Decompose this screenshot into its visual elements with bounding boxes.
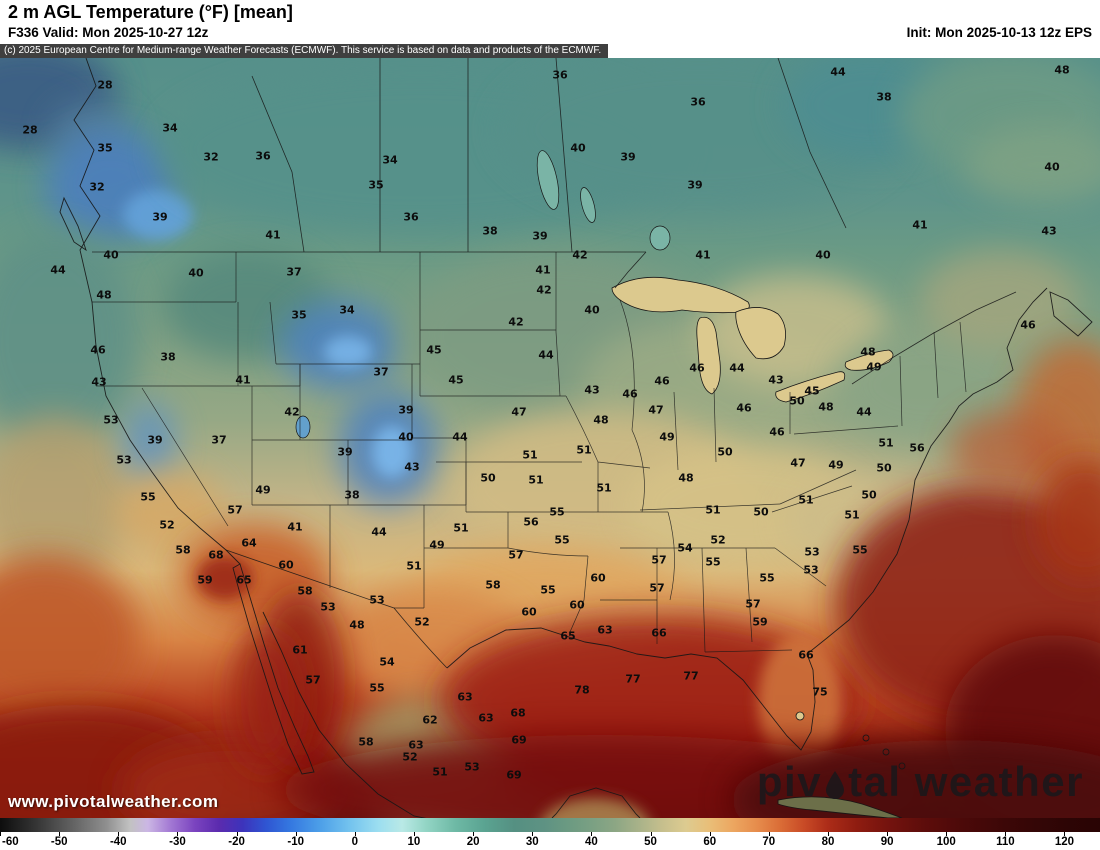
colorbar-gradient bbox=[0, 818, 1100, 832]
colorbar-notch bbox=[413, 832, 415, 836]
colorbar-tick-label: -30 bbox=[169, 836, 186, 848]
colorbar-tick-label: 120 bbox=[1054, 836, 1075, 848]
colorbar-notch bbox=[946, 832, 948, 836]
colorbar-notch bbox=[59, 832, 61, 836]
colorbar-notch bbox=[827, 832, 829, 836]
colorbar-tick-label: -60 bbox=[2, 836, 19, 848]
colorbar-notch bbox=[1064, 832, 1066, 836]
state-borders bbox=[92, 252, 967, 653]
colorbar-tick-label: 90 bbox=[880, 836, 894, 848]
colorbar-tick-label: -10 bbox=[287, 836, 304, 848]
copyright-text: (c) 2025 European Centre for Medium-rang… bbox=[4, 45, 602, 56]
temperature-field bbox=[0, 58, 1100, 818]
colorbar-tick-label: -50 bbox=[50, 836, 68, 848]
great-lakes bbox=[611, 276, 894, 721]
colorbar-notches bbox=[0, 832, 1100, 836]
colorbar-tick-label: 70 bbox=[762, 836, 776, 848]
colorbar-notch bbox=[0, 832, 1, 836]
colorbar-notch bbox=[236, 832, 238, 836]
colorbar-tick-label: 30 bbox=[525, 836, 539, 848]
colorbar-tick-label: 20 bbox=[466, 836, 480, 848]
colorbar-tick-labels: -60 -50 -40 -30 -20 -10 0 10 20 30 40 50 60 70 80 90 100… bbox=[0, 836, 1100, 850]
watermark-url: www.pivotalweather.com bbox=[8, 792, 219, 811]
init-time: Init: Mon 2025-10-13 12z EPS bbox=[906, 25, 1092, 40]
coastlines bbox=[59, 58, 1093, 818]
small-lakes bbox=[295, 150, 671, 439]
colorbar-notch bbox=[532, 832, 534, 836]
colorbar-tick-label: 60 bbox=[703, 836, 717, 848]
colorbar-notch bbox=[473, 832, 475, 836]
brand-watermark: piv tal weather bbox=[757, 758, 1084, 806]
water-drop-icon bbox=[826, 771, 845, 799]
valid-time: F336 Valid: Mon 2025-10-27 12z bbox=[8, 25, 209, 40]
colorbar-tick-label: 80 bbox=[821, 836, 835, 848]
brand-text-suffix: tal weather bbox=[848, 758, 1084, 805]
colorbar-notch bbox=[650, 832, 652, 836]
colorbar: -60 -50 -40 -30 -20 -10 0 10 20 30 40 50 60 70 80 90 100… bbox=[0, 818, 1100, 850]
colorbar-notch bbox=[177, 832, 179, 836]
colorbar-notch bbox=[887, 832, 889, 836]
colorbar-tick-label: 40 bbox=[584, 836, 598, 848]
brand-text-prefix: piv bbox=[756, 758, 823, 805]
colorbar-notch bbox=[354, 832, 356, 836]
colorbar-notch bbox=[709, 832, 711, 836]
colorbar-notch bbox=[295, 832, 297, 836]
colorbar-tick-label: 50 bbox=[644, 836, 657, 848]
colorbar-tick-label: 100 bbox=[936, 836, 956, 848]
colorbar-notch bbox=[768, 832, 770, 836]
copyright-bar: (c) 2025 European Centre for Medium-rang… bbox=[0, 44, 609, 58]
page-title: 2 m AGL Temperature (°F) [mean] bbox=[8, 2, 293, 22]
colorbar-tick-label: -20 bbox=[228, 836, 245, 848]
colorbar-tick-label: 110 bbox=[996, 836, 1015, 848]
colorbar-tick-label: 10 bbox=[407, 836, 421, 848]
colorbar-tick-label: 0 bbox=[351, 836, 359, 848]
map-header: 2 m AGL Temperature (°F) [mean] F336 Val… bbox=[0, 0, 1100, 58]
colorbar-notch bbox=[1005, 832, 1007, 836]
colorbar-notch bbox=[118, 832, 120, 836]
map-canvas bbox=[0, 58, 1100, 818]
colorbar-tick-label: -40 bbox=[109, 836, 127, 848]
country-borders bbox=[92, 58, 1017, 669]
colorbar-notch bbox=[591, 832, 593, 836]
